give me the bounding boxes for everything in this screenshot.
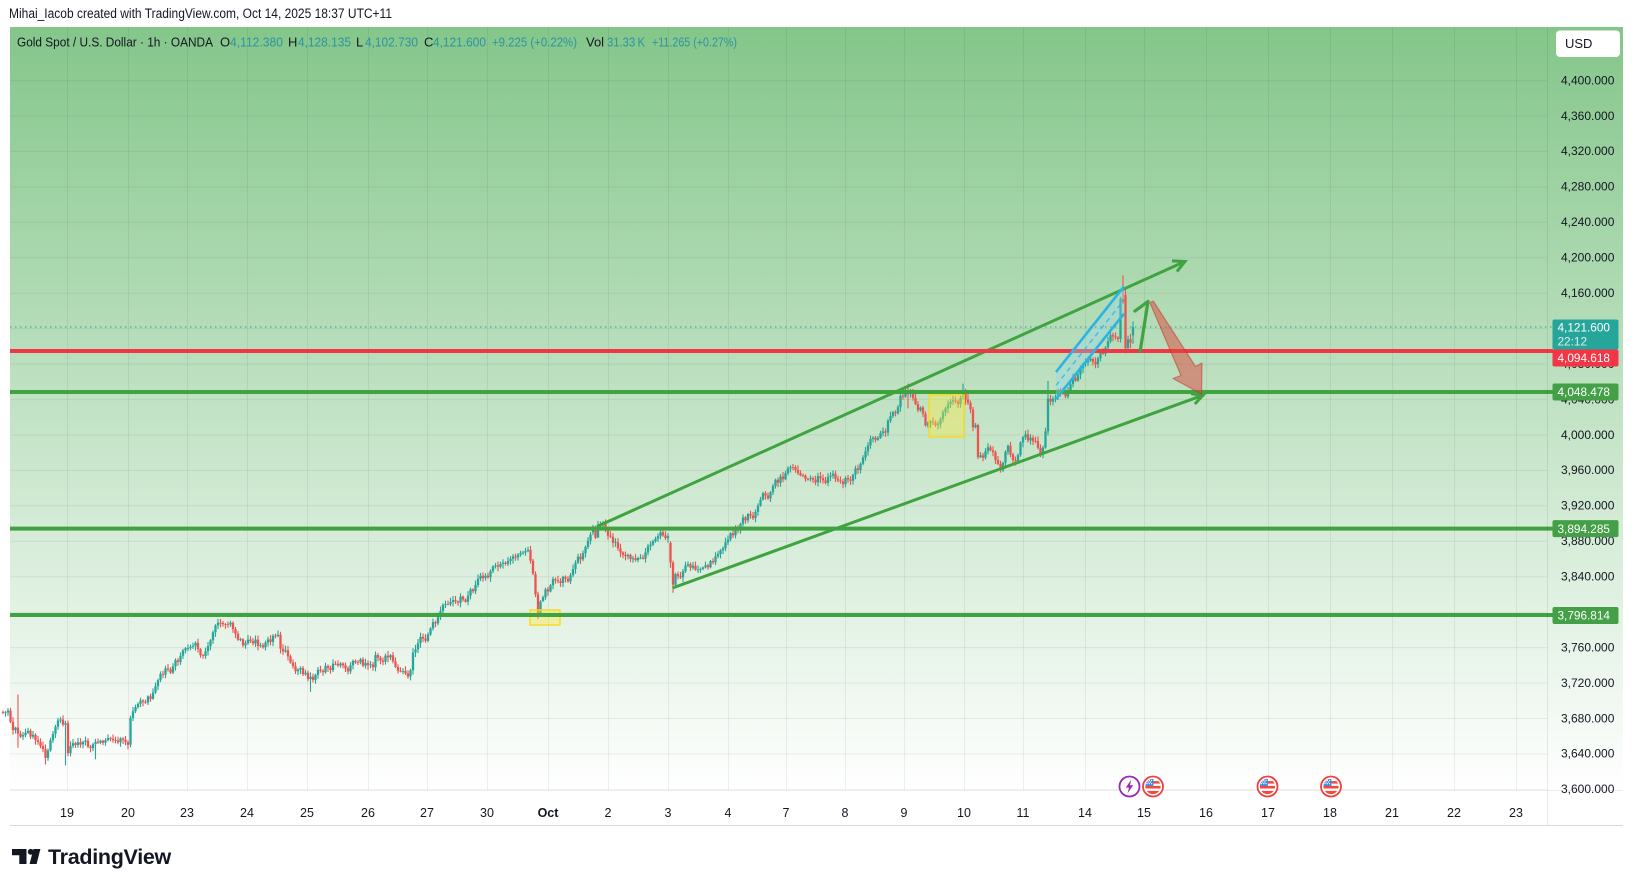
svg-text:3,600.000: 3,600.000: [1561, 782, 1615, 796]
svg-text:24: 24: [240, 806, 254, 820]
svg-text:16: 16: [1199, 806, 1213, 820]
svg-text:19: 19: [60, 806, 74, 820]
svg-text:15: 15: [1137, 806, 1151, 820]
svg-text:4,121.600: 4,121.600: [433, 35, 486, 50]
svg-text:9: 9: [901, 806, 908, 820]
svg-text:Mihai_Iacob created with Tradi: Mihai_Iacob created with TradingView.com…: [9, 6, 392, 21]
svg-text:+11.265 (+0.27%): +11.265 (+0.27%): [652, 35, 737, 50]
svg-text:O: O: [220, 35, 230, 50]
svg-text:4,048.478: 4,048.478: [1558, 385, 1611, 399]
svg-text:TradingView: TradingView: [48, 845, 172, 869]
svg-text:4,280.000: 4,280.000: [1561, 180, 1615, 194]
svg-text:31.33 K: 31.33 K: [607, 35, 645, 50]
svg-text:4,160.000: 4,160.000: [1561, 286, 1615, 300]
svg-text:4,121.600: 4,121.600: [1558, 321, 1611, 335]
svg-text:11: 11: [1017, 806, 1030, 820]
svg-text:22:12: 22:12: [1558, 335, 1588, 349]
svg-text:Gold Spot / U.S. Dollar · 1h ·: Gold Spot / U.S. Dollar · 1h · OANDA: [17, 35, 213, 50]
svg-text:4: 4: [725, 806, 732, 820]
svg-text:4,320.000: 4,320.000: [1561, 144, 1615, 158]
svg-text:3,960.000: 3,960.000: [1561, 463, 1615, 477]
svg-text:4,360.000: 4,360.000: [1561, 109, 1615, 123]
svg-text:3,894.285: 3,894.285: [1558, 522, 1611, 536]
svg-text:3,680.000: 3,680.000: [1561, 711, 1615, 725]
svg-text:4,000.000: 4,000.000: [1561, 428, 1615, 442]
svg-text:4,102.730: 4,102.730: [365, 35, 418, 50]
svg-text:7: 7: [783, 806, 790, 820]
svg-text:Vol: Vol: [586, 35, 604, 50]
svg-text:C: C: [424, 35, 433, 50]
svg-text:21: 21: [1385, 806, 1399, 820]
svg-text:22: 22: [1447, 806, 1461, 820]
svg-text:3,760.000: 3,760.000: [1561, 640, 1615, 654]
svg-text:30: 30: [480, 806, 494, 820]
svg-text:27: 27: [420, 806, 434, 820]
svg-text:26: 26: [361, 806, 375, 820]
svg-text:3,720.000: 3,720.000: [1561, 676, 1615, 690]
svg-text:18: 18: [1323, 806, 1337, 820]
svg-text:23: 23: [1509, 806, 1523, 820]
svg-text:Oct: Oct: [538, 806, 560, 820]
svg-text:3,840.000: 3,840.000: [1561, 570, 1615, 584]
svg-text:3,796.814: 3,796.814: [1558, 609, 1611, 623]
svg-text:USD: USD: [1565, 36, 1592, 51]
svg-text:4,400.000: 4,400.000: [1561, 73, 1615, 87]
svg-text:10: 10: [957, 806, 971, 820]
svg-text:H: H: [288, 35, 297, 50]
svg-text:L: L: [356, 35, 363, 50]
svg-text:3,880.000: 3,880.000: [1561, 534, 1615, 548]
svg-text:3: 3: [665, 806, 672, 820]
svg-text:3,640.000: 3,640.000: [1561, 747, 1615, 761]
svg-text:25: 25: [300, 806, 314, 820]
svg-text:4,112.380: 4,112.380: [230, 35, 283, 50]
svg-text:4,200.000: 4,200.000: [1561, 251, 1615, 265]
svg-text:+9.225 (+0.22%): +9.225 (+0.22%): [492, 35, 577, 50]
svg-text:20: 20: [121, 806, 135, 820]
svg-text:2: 2: [605, 806, 612, 820]
svg-text:4,128.135: 4,128.135: [298, 35, 351, 50]
svg-text:8: 8: [842, 806, 849, 820]
svg-text:4,240.000: 4,240.000: [1561, 215, 1615, 229]
svg-text:17: 17: [1261, 806, 1275, 820]
svg-text:14: 14: [1078, 806, 1092, 820]
svg-text:23: 23: [180, 806, 194, 820]
svg-text:3,920.000: 3,920.000: [1561, 499, 1615, 513]
svg-text:4,094.618: 4,094.618: [1558, 351, 1611, 365]
